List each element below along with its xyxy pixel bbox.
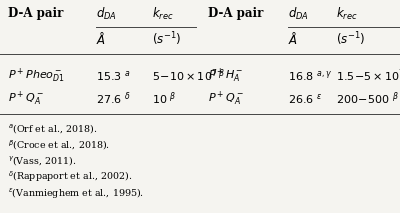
Text: $P^+Pheo^-_{D1}$: $P^+Pheo^-_{D1}$ [8, 66, 65, 85]
Text: $k_{rec}$: $k_{rec}$ [152, 6, 174, 22]
Text: $10\ ^{\beta}$: $10\ ^{\beta}$ [152, 91, 176, 107]
Text: $5\!-\!10 \times 10^{7}\ ^{\!\beta}$: $5\!-\!10 \times 10^{7}\ ^{\!\beta}$ [152, 67, 226, 84]
Text: $k_{rec}$: $k_{rec}$ [336, 6, 358, 22]
Text: $^{\delta}$(Rappaport et al., 2002).: $^{\delta}$(Rappaport et al., 2002). [8, 170, 132, 184]
Text: $^{\varepsilon}$(Vanmieghem et al., 1995).: $^{\varepsilon}$(Vanmieghem et al., 1995… [8, 186, 144, 200]
Text: D-A pair: D-A pair [208, 7, 263, 20]
Text: $\AA$: $\AA$ [96, 31, 106, 47]
Text: $26.6\ ^{\varepsilon}$: $26.6\ ^{\varepsilon}$ [288, 92, 322, 106]
Text: $(s^{-1})$: $(s^{-1})$ [336, 31, 365, 48]
Text: $(s^{-1})$: $(s^{-1})$ [152, 31, 181, 48]
Text: $P^+H^-_A$: $P^+H^-_A$ [208, 66, 244, 85]
Text: $\AA$: $\AA$ [288, 31, 298, 47]
Text: $d_{DA}$: $d_{DA}$ [288, 6, 309, 22]
Text: D-A pair: D-A pair [8, 7, 63, 20]
Text: $200\!-\!500\ ^{\beta}$: $200\!-\!500\ ^{\beta}$ [336, 91, 399, 107]
Text: $^{a}$(Orf et al., 2018).: $^{a}$(Orf et al., 2018). [8, 122, 97, 135]
Text: $16.8\ ^{a,\gamma}$: $16.8\ ^{a,\gamma}$ [288, 69, 332, 83]
Text: $15.3\ ^{a}$: $15.3\ ^{a}$ [96, 69, 131, 83]
Text: $^{\gamma}$(Vass, 2011).: $^{\gamma}$(Vass, 2011). [8, 154, 76, 167]
Text: $1.5\!-\!5 \times 10^{7}\ ^{\!\beta}$: $1.5\!-\!5 \times 10^{7}\ ^{\!\beta}$ [336, 67, 400, 84]
Text: $P^+Q^-_A$: $P^+Q^-_A$ [208, 90, 244, 108]
Text: $^{\beta}$(Croce et al., 2018).: $^{\beta}$(Croce et al., 2018). [8, 138, 110, 152]
Text: $d_{DA}$: $d_{DA}$ [96, 6, 117, 22]
Text: $27.6\ ^{\delta}$: $27.6\ ^{\delta}$ [96, 91, 131, 107]
Text: $P^+Q^-_A$: $P^+Q^-_A$ [8, 90, 44, 108]
